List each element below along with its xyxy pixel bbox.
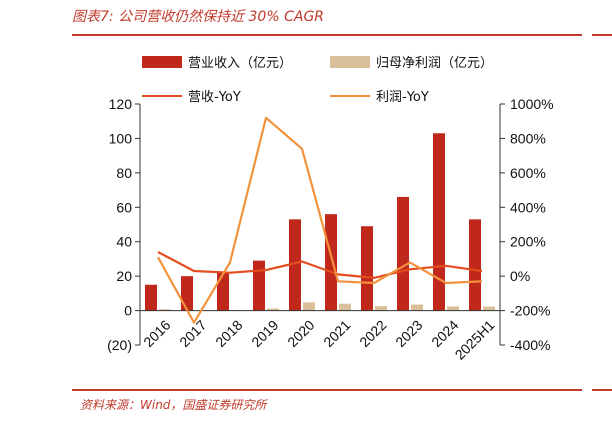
category-label: 2017	[176, 317, 209, 350]
left-axis-tick-label: 0	[124, 303, 132, 319]
left-axis-tick-label: 120	[109, 96, 133, 112]
profit-bar	[411, 304, 423, 311]
revenue-bar	[433, 133, 445, 311]
revenue-bar	[325, 214, 337, 311]
left-axis-tick-label: 60	[116, 199, 132, 215]
revenue-bar	[217, 272, 229, 311]
source-note: 资料来源：Wind，国盛证券研究所	[80, 398, 267, 412]
revenue-bar	[469, 219, 481, 311]
right-axis: -400% -200% 0% 200% 400% 600% 800% 1000%	[500, 96, 554, 353]
category-label: 2019	[248, 317, 281, 350]
right-axis-tick-label: 200%	[510, 234, 546, 250]
revenue-bars	[145, 133, 481, 311]
left-axis: (20) 0 20 40 60 80 100 120	[107, 96, 140, 353]
revenue-bar	[289, 219, 301, 311]
left-axis-tick-label: 20	[116, 268, 132, 284]
profit-bar	[375, 306, 387, 311]
profit-bar	[159, 309, 171, 311]
profit-bar	[267, 308, 279, 311]
legend: 营业收入（亿元） 归母净利润（亿元） 营收-YoY 利润-YoY	[142, 56, 493, 105]
category-label: 2016	[140, 317, 173, 350]
revenue-yoy-line	[157, 251, 483, 279]
bottom-rule-tail	[592, 389, 612, 391]
revenue-profit-chart: 营业收入（亿元） 归母净利润（亿元） 营收-YoY 利润-YoY (20) 0 20…	[107, 56, 554, 363]
yoy-lines	[157, 116, 483, 324]
right-axis-tick-label: 800%	[510, 130, 546, 146]
left-axis-tick-label: 100	[109, 130, 133, 146]
right-axis-tick-label: -400%	[510, 337, 550, 353]
profit-bar	[483, 306, 495, 311]
revenue-bar	[397, 196, 409, 311]
right-axis-tick-label: 0%	[510, 268, 530, 284]
legend-swatch-profit	[330, 56, 370, 68]
right-axis-tick-label: -200%	[510, 303, 550, 319]
profit-bar	[303, 302, 315, 311]
category-label: 2023	[392, 317, 425, 350]
profit-bar	[447, 306, 459, 311]
legend-label-revenue-yoy: 营收-YoY	[188, 90, 241, 105]
profit-yoy-line	[157, 116, 483, 324]
legend-swatch-revenue	[142, 56, 182, 68]
category-labels: 2016 2017 2018 2019 2020 2021 2022 2023 20242025…	[140, 317, 497, 363]
category-label: 2025H1	[452, 317, 498, 363]
profit-bar	[339, 303, 351, 311]
left-axis-tick-label: 40	[116, 234, 132, 250]
category-label: 2020	[284, 317, 317, 350]
bottom-rule	[72, 389, 582, 391]
category-label: 2018	[212, 317, 245, 350]
right-axis-tick-label: 400%	[510, 199, 546, 215]
category-label: 2021	[320, 317, 353, 350]
revenue-bar	[253, 260, 265, 311]
left-axis-tick-label: (20)	[107, 337, 132, 353]
figure-title: 图表7: 公司营收仍然保持近 30% CAGR	[72, 9, 325, 25]
top-rule-tail	[592, 34, 612, 36]
right-axis-tick-label: 1000%	[510, 96, 554, 112]
legend-label-profit: 归母净利润（亿元）	[376, 56, 493, 71]
revenue-bar	[361, 226, 373, 311]
top-rule	[72, 34, 582, 36]
category-label: 2022	[356, 317, 389, 350]
right-axis-tick-label: 600%	[510, 165, 546, 181]
revenue-bar	[181, 276, 193, 311]
revenue-bar	[145, 284, 157, 311]
left-axis-tick-label: 80	[116, 165, 132, 181]
legend-label-revenue: 营业收入（亿元）	[188, 56, 292, 71]
legend-label-profit-yoy: 利润-YoY	[376, 90, 429, 105]
